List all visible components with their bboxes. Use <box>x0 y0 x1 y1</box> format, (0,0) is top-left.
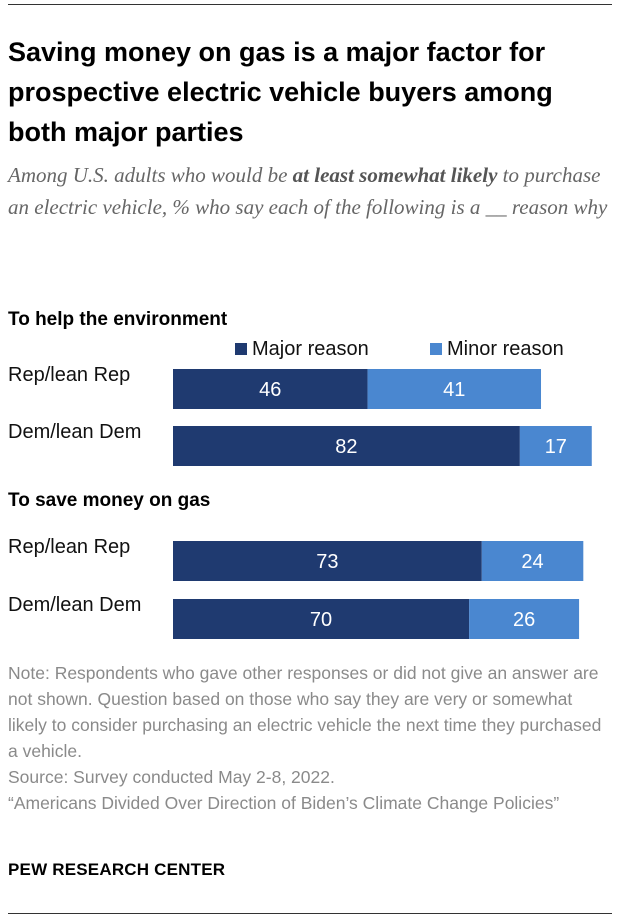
bar-minor-reason <box>481 541 584 581</box>
report-title: “Americans Divided Over Direction of Bid… <box>8 793 560 813</box>
bar-minor-reason <box>367 369 542 409</box>
value-label-minor: 17 <box>545 436 567 458</box>
value-label-minor: 41 <box>443 379 465 401</box>
top-rule <box>8 4 612 5</box>
group-title-1: To help the environment <box>8 309 228 330</box>
stacked-bar-chart: Major reason Minor reason To help the envi… <box>8 309 592 639</box>
legend-swatch-minor <box>430 343 442 355</box>
value-label-minor: 26 <box>513 609 535 631</box>
value-label-major: 73 <box>316 551 338 573</box>
bar-minor-reason <box>469 599 580 639</box>
bar-minor-reason <box>519 426 592 466</box>
row-label: Rep/lean Rep <box>8 536 130 558</box>
row-label: Rep/lean Rep <box>8 364 130 386</box>
value-label-minor: 24 <box>521 551 543 573</box>
bottom-rule <box>8 913 612 914</box>
group-title-2: To save money on gas <box>8 490 210 511</box>
legend-swatch-major <box>235 343 247 355</box>
legend-label-minor: Minor reason <box>447 338 564 360</box>
subtitle-emphasis: at least somewhat likely <box>292 163 498 187</box>
note-text: Note: Respondents who gave other respons… <box>8 663 602 761</box>
bar-major-reason <box>173 541 482 581</box>
source-text: Source: Survey conducted May 2-8, 2022. <box>8 767 335 787</box>
chart-subtitle: Among U.S. adults who would be at least … <box>8 159 613 223</box>
row-label: Dem/lean Dem <box>8 594 141 616</box>
brand-name: PEW RESEARCH CENTER <box>8 860 226 879</box>
bar-major-reason <box>173 426 520 466</box>
value-label-major: 82 <box>335 436 357 458</box>
row-label: Dem/lean Dem <box>8 421 141 443</box>
subtitle-part1: Among U.S. adults who would be <box>8 163 293 187</box>
bar-major-reason <box>173 369 368 409</box>
value-label-major: 46 <box>259 379 281 401</box>
value-label-major: 70 <box>310 609 332 631</box>
notes-block: Note: Respondents who gave other respons… <box>8 660 608 816</box>
bar-major-reason <box>173 599 470 639</box>
legend-label-major: Major reason <box>252 338 369 360</box>
chart-title: Saving money on gas is a major factor fo… <box>8 37 553 147</box>
subtitle-part2: to purchase an electric vehicle, % who s… <box>8 163 608 219</box>
